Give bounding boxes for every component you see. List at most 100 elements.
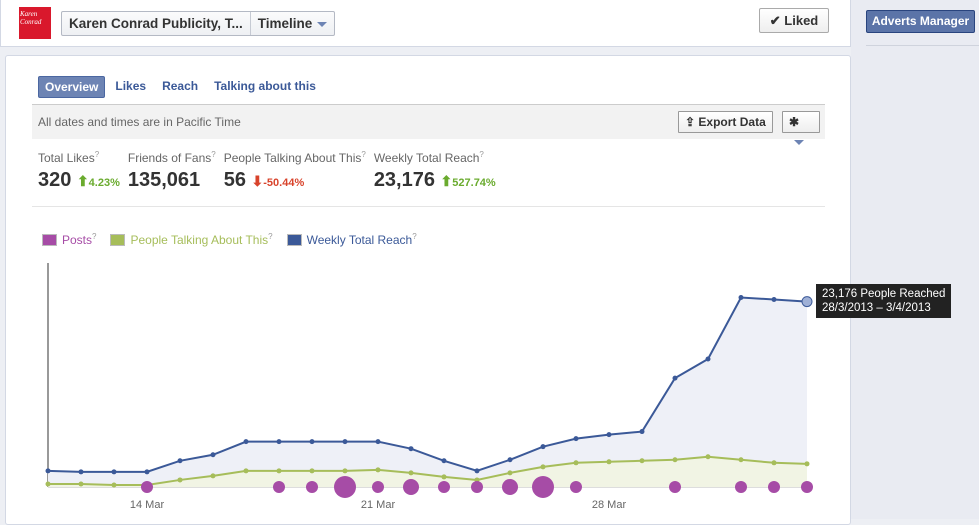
help-icon[interactable]: ? [412, 232, 417, 241]
talking-point [771, 460, 777, 466]
post-bubble [735, 481, 747, 493]
tooltip-line2: 28/3/2013 – 3/4/2013 [822, 302, 931, 314]
export-data-button[interactable]: ⇪ Export Data [678, 111, 773, 133]
talking-point [177, 477, 183, 483]
legend-reach[interactable]: Weekly Total Reach? [286, 232, 417, 247]
help-icon[interactable]: ? [361, 150, 366, 159]
tab-likes[interactable]: Likes [115, 79, 147, 93]
tab-reach[interactable]: Reach [162, 79, 199, 93]
post-bubble [372, 481, 384, 493]
talking-point [309, 468, 315, 474]
talking-point [540, 464, 546, 470]
reach-point [705, 356, 711, 362]
reach-point-highlight [801, 296, 813, 308]
reach-point [45, 468, 51, 474]
insights-tabs: Overview Likes Reach Talking about this [38, 76, 326, 98]
stat-value: 320 [38, 169, 72, 191]
talking-point [111, 482, 117, 488]
legend-talking[interactable]: People Talking About This? [110, 232, 273, 247]
post-bubble [801, 481, 813, 493]
liked-button[interactable]: ✔ Liked [759, 8, 829, 33]
tab-talking-about-this[interactable]: Talking about this [214, 79, 316, 93]
help-icon[interactable]: ? [92, 232, 97, 241]
stat-friends-of-fans: Friends of Fans? 135,061 [128, 150, 216, 192]
view-label: Timeline [257, 16, 313, 31]
page-name[interactable]: Karen Conrad Publicity, T... [69, 16, 243, 31]
settings-dropdown[interactable]: ✱ [782, 111, 820, 146]
check-icon: ✔ [769, 13, 781, 28]
talking-line [48, 455, 808, 486]
adverts-manager-button[interactable]: Adverts Manager [866, 10, 975, 33]
post-bubble [570, 481, 582, 493]
stat-value: 23,176 [373, 169, 435, 191]
reach-point [771, 297, 777, 303]
reach-point [210, 452, 216, 458]
page-logo[interactable]: Karen Conrad [19, 7, 51, 39]
talking-point [375, 467, 381, 473]
tooltip-line1: 23,176 People Reached [822, 288, 946, 300]
reach-point [78, 469, 84, 475]
post-bubble [403, 479, 419, 495]
legend-posts[interactable]: Posts? [42, 232, 96, 247]
page-selector[interactable]: Karen Conrad Publicity, T... Timeline [61, 11, 336, 36]
reach-point [144, 469, 150, 475]
stat-label: Total Likes [38, 151, 95, 165]
divider [866, 45, 979, 46]
talking-point [45, 481, 51, 487]
reach-point [441, 458, 447, 464]
chevron-down-icon [794, 140, 804, 146]
divider [32, 206, 825, 207]
arrow-up-icon: ⬆ [76, 173, 89, 189]
stat-change: -50.44% [263, 177, 305, 189]
talking-point [573, 460, 579, 466]
post-bubble [438, 481, 450, 493]
reach-point [474, 468, 480, 474]
reach-line [47, 296, 808, 473]
stat-label: Friends of Fans [127, 151, 212, 165]
stat-change: 4.23% [88, 177, 120, 189]
reach-point [276, 439, 282, 445]
arrow-up-icon: ⬆ [440, 173, 453, 189]
stat-people-talking: People Talking About This? 56 ⬇-50.44% [224, 150, 366, 192]
post-bubble [306, 481, 318, 493]
arrow-down-icon: ⬇ [251, 173, 264, 189]
view-dropdown[interactable]: Timeline [249, 12, 335, 35]
help-icon[interactable]: ? [479, 150, 484, 159]
talking-point [276, 468, 282, 474]
stats-row: Total Likes? 320 ⬆4.23% Friends of Fans?… [38, 150, 504, 192]
gear-icon: ✱ [789, 115, 800, 129]
stat-value: 135,061 [127, 169, 201, 191]
post-bubble [273, 481, 285, 493]
reach-point [738, 294, 744, 300]
export-label: Export Data [698, 115, 766, 129]
talking-point [342, 468, 348, 474]
help-icon[interactable]: ? [268, 232, 273, 241]
talking-area [48, 456, 807, 487]
tab-overview[interactable]: Overview [38, 76, 106, 98]
right-sidebar: Adverts Manager [851, 0, 979, 519]
talking-point [672, 457, 678, 463]
talking-point [606, 459, 612, 465]
post-bubble [502, 479, 518, 495]
reach-point [342, 439, 348, 445]
talking-point [639, 458, 645, 464]
x-tick-label: 28 Mar [592, 499, 627, 511]
help-icon[interactable]: ? [211, 150, 216, 159]
stat-change: 527.74% [452, 177, 496, 189]
talking-point [210, 473, 216, 479]
upload-icon: ⇪ [685, 115, 696, 129]
timezone-bar: All dates and times are in Pacific Time … [32, 104, 825, 146]
reach-point [243, 439, 249, 445]
talking-point [441, 474, 447, 480]
talking-point [408, 470, 414, 476]
timezone-note: All dates and times are in Pacific Time [38, 115, 241, 129]
stat-total-likes: Total Likes? 320 ⬆4.23% [38, 150, 120, 192]
help-icon[interactable]: ? [94, 150, 100, 159]
reach-point [375, 439, 381, 445]
stat-label: People Talking About This [223, 151, 362, 165]
talking-point [78, 481, 84, 487]
chevron-down-icon [317, 21, 328, 27]
talking-point [243, 468, 249, 474]
legend-label: People Talking About This [130, 233, 269, 247]
